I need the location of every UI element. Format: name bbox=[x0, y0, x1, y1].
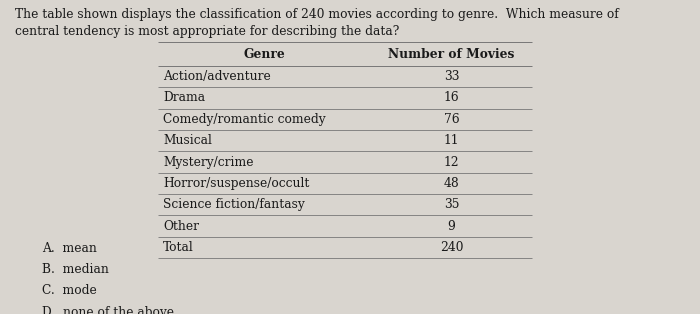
Text: Action/adventure: Action/adventure bbox=[163, 70, 271, 83]
Text: Science fiction/fantasy: Science fiction/fantasy bbox=[163, 198, 305, 211]
Text: Number of Movies: Number of Movies bbox=[389, 48, 514, 61]
Text: Horror/suspense/occult: Horror/suspense/occult bbox=[163, 177, 309, 190]
Text: 9: 9 bbox=[447, 219, 456, 233]
Text: B.  median: B. median bbox=[42, 263, 109, 276]
Text: 11: 11 bbox=[444, 134, 459, 147]
Text: Total: Total bbox=[163, 241, 194, 254]
Text: Musical: Musical bbox=[163, 134, 212, 147]
Text: The table shown displays the classification of 240 movies according to genre.  W: The table shown displays the classificat… bbox=[15, 8, 619, 21]
Text: 35: 35 bbox=[444, 198, 459, 211]
Text: A.  mean: A. mean bbox=[42, 242, 97, 255]
Text: D.  none of the above: D. none of the above bbox=[42, 306, 174, 314]
Text: Comedy/romantic comedy: Comedy/romantic comedy bbox=[163, 113, 326, 126]
Text: 33: 33 bbox=[444, 70, 459, 83]
Text: 48: 48 bbox=[444, 177, 459, 190]
Text: 16: 16 bbox=[444, 91, 459, 105]
Text: central tendency is most appropriate for describing the data?: central tendency is most appropriate for… bbox=[15, 25, 400, 38]
Text: 12: 12 bbox=[444, 155, 459, 169]
Text: 76: 76 bbox=[444, 113, 459, 126]
Text: Mystery/crime: Mystery/crime bbox=[163, 155, 253, 169]
Text: 240: 240 bbox=[440, 241, 463, 254]
Text: Other: Other bbox=[163, 219, 199, 233]
Text: Genre: Genre bbox=[244, 48, 285, 61]
Text: C.  mode: C. mode bbox=[42, 284, 97, 297]
Text: Drama: Drama bbox=[163, 91, 205, 105]
